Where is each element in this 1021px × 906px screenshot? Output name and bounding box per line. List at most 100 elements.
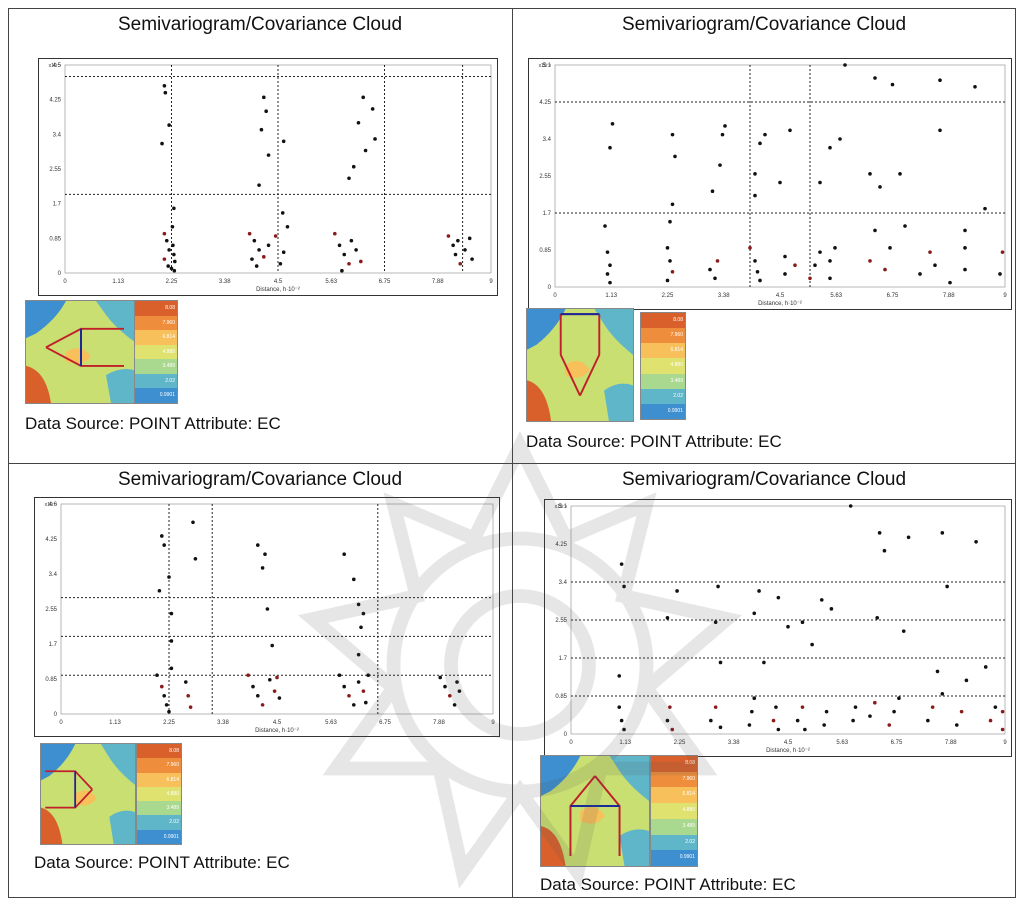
color-legend: 8.08 7.960 6.814 4.880 3.489 2.02 0.9901 [650,755,698,867]
data-point [356,652,361,657]
data-point [608,263,612,268]
legend-swatch: 4.880 [651,803,697,819]
data-point [359,625,363,630]
data-point [172,268,177,273]
x-tick-label: 3.38 [718,293,730,299]
legend-swatch: 2.02 [135,373,177,389]
data-point [945,584,949,589]
data-point [829,607,834,611]
data-point [266,243,271,248]
data-point [262,255,266,259]
data-point [622,727,626,732]
data-point [173,259,177,264]
data-point [800,705,805,709]
data-point [675,589,679,593]
data-point [959,709,964,714]
data-point [264,109,268,114]
data-point [155,673,159,677]
data-point [783,272,787,276]
data-point [622,584,626,589]
data-point [342,552,347,557]
data-point [868,172,872,176]
chart-title: Semivariogram/Covariance Cloud [117,469,403,490]
data-point [940,691,945,696]
map-region-mid [109,810,135,844]
map-region-mid [604,383,633,421]
y-tick-label: 2.55 [49,167,61,173]
x-tick-label: 1.13 [112,279,124,285]
data-point [998,272,1002,276]
data-point [758,278,762,283]
data-point [171,243,175,248]
data-point [451,243,455,248]
legend-swatch: 3.489 [137,801,181,816]
data-point [260,566,265,570]
plot-area: 0 0.85 1.7 2.55 3.4 4.25 5.1 0 1.13 2.25 3.38 4.5 5.… [528,58,1012,310]
data-point [172,252,176,257]
x-tick-label: 6.75 [379,720,391,726]
x-tick-label: 3.38 [728,740,740,746]
map-region-mid [100,744,135,785]
y-tick-label: 0 [548,285,552,291]
data-point [446,234,451,238]
data-point [848,504,853,508]
data-point [333,231,337,236]
data-point [456,238,460,243]
x-tick-label: 5.63 [830,293,842,299]
data-point [467,236,472,241]
y-tick-label: 4.25 [45,537,57,543]
legend-swatch: 2.02 [651,834,697,851]
data-point [868,259,872,263]
data-point [710,189,715,194]
data-point [162,231,167,236]
data-point [718,725,723,730]
panel-bottom-left: Semivariogram/Covariance Cloud 0 0.85 1.7 2… [10,465,510,897]
data-point [619,718,624,723]
y-tick-label: 5.1 [543,63,552,69]
data-point [167,709,171,714]
data-point [716,584,720,589]
data-point [758,141,762,146]
data-point [157,588,162,593]
data-point [873,228,877,233]
data-point [1000,250,1005,254]
x-tick-label: 6.75 [887,293,899,299]
data-source-label: Data Source: POINT Attribute: EC [34,853,290,872]
data-point [813,263,817,268]
data-point [169,611,174,616]
data-point [882,548,887,553]
y-tick-label: 3.4 [559,580,568,586]
data-point [356,680,361,684]
map-svg [527,309,633,421]
y-tick-label: 2.55 [555,618,567,624]
x-axis-label: Distance, h·10⁻² [255,728,299,734]
data-point [786,624,790,629]
data-point [263,552,267,557]
data-point [170,224,175,229]
data-point [160,141,164,146]
direction-map [40,743,136,845]
y-tick-label: 0 [564,732,568,738]
data-point [778,180,782,185]
data-point [256,543,260,547]
data-point [964,678,969,683]
data-point [603,224,607,228]
data-point [793,263,797,268]
y-tick-label: 4.6 [49,502,58,508]
data-point [993,705,998,709]
data-point [668,705,672,709]
data-point [873,700,877,705]
x-tick-label: 7.88 [945,740,957,746]
data-point [352,703,356,707]
x-axis-label: Distance, h·10⁻² [758,301,802,307]
data-point [828,145,832,150]
data-point [605,272,610,276]
data-point [718,660,723,665]
data-point [748,246,752,250]
data-point [868,714,872,718]
data-point [851,718,855,723]
data-point [342,252,347,257]
data-point [361,95,366,100]
data-point [926,718,930,723]
data-point [272,689,277,693]
